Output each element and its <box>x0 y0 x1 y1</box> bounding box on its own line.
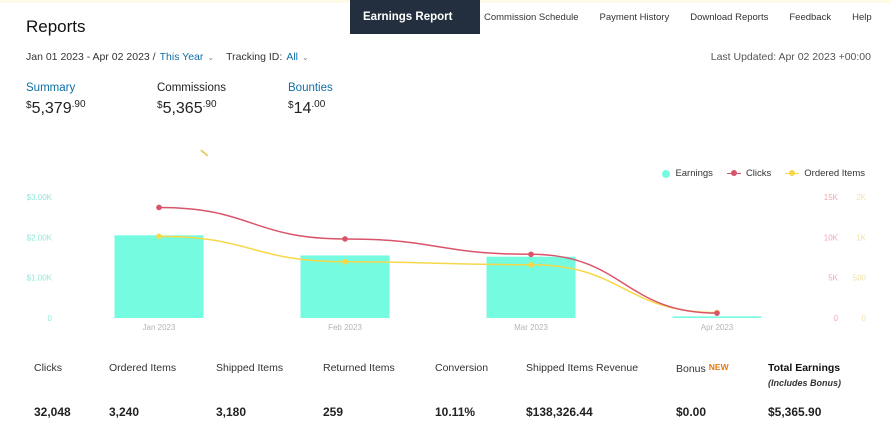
clicks-point <box>342 236 348 242</box>
legend-ordered-items[interactable]: Ordered Items <box>785 168 865 179</box>
value-clicks: 32,048 <box>34 405 71 419</box>
earnings-bar <box>300 255 390 318</box>
earnings-dot-icon <box>662 169 671 178</box>
y-left-tick-label: 0 <box>48 314 53 323</box>
col-bonus: Bonus NEW <box>676 362 729 375</box>
y-right-clicks-tick-label: 15K <box>824 193 839 202</box>
last-updated: Last Updated: Apr 02 2023 +00:00 <box>710 51 871 63</box>
ordered-line-icon <box>785 170 800 176</box>
period-dropdown[interactable]: This Year <box>159 51 204 63</box>
y-left-tick-label: $3.00K <box>27 193 53 202</box>
commissions-label: Commissions <box>157 82 227 94</box>
earnings-bar <box>114 235 204 318</box>
y-right-clicks-tick-label: 10K <box>824 233 839 242</box>
legend-earnings[interactable]: Earnings <box>662 168 713 179</box>
nav-help[interactable]: Help <box>852 11 872 23</box>
legend-clicks[interactable]: Clicks <box>726 168 771 179</box>
value-returned-items: 259 <box>323 405 344 419</box>
decorative-mark <box>200 149 209 157</box>
ordered-items-point <box>156 233 162 240</box>
value-total-earnings: $5,365.90 <box>768 405 822 419</box>
y-right-items-tick-label: 500 <box>853 274 867 283</box>
report-nav: Earnings Report Commission Schedule Paym… <box>350 0 889 34</box>
bounties-link[interactable]: Bounties <box>288 82 333 94</box>
col-ordered-items: Ordered Items <box>109 362 177 374</box>
value-shipped-revenue: $138,326.44 <box>526 405 593 419</box>
commissions-stat: Commissions $5,365.90 <box>157 82 226 118</box>
total-subtitle: (Includes Bonus) <box>768 378 842 388</box>
chevron-down-icon[interactable]: ⌄ <box>207 52 215 62</box>
nav-commission-schedule[interactable]: Commission Schedule <box>484 11 579 23</box>
metrics-table: Clicks Ordered Items Shipped Items Retur… <box>0 362 891 432</box>
ordered-items-point <box>342 258 348 265</box>
clicks-point <box>156 204 162 211</box>
col-shipped-items: Shipped Items <box>216 362 284 374</box>
earnings-chart: $3.00K $2.00K $1.00K 0 15K 10K 5K 0 2K 1K 500 0 Jan … <box>27 193 867 332</box>
summary-link[interactable]: Summary <box>26 82 76 94</box>
value-shipped-items: 3,180 <box>216 405 247 419</box>
x-tick-label: Feb 2023 <box>328 323 362 332</box>
bounties-stat: Bounties $14.00 <box>288 82 333 118</box>
commissions-value: $5,365.90 <box>157 99 217 117</box>
new-badge: NEW <box>708 362 729 372</box>
y-right-clicks-tick-label: 5K <box>828 274 838 283</box>
x-tick-label: Mar 2023 <box>514 323 548 332</box>
date-range: Jan 01 2023 - Apr 02 2023 / <box>26 51 156 63</box>
y-left-tick-label: $2.00K <box>27 233 53 242</box>
value-conversion: 10.11% <box>435 405 476 419</box>
x-tick-label: Jan 2023 <box>143 323 176 332</box>
filter-row: Jan 01 2023 - Apr 02 2023 / This Year ⌄ … <box>26 51 309 63</box>
page-title: Reports <box>26 17 86 36</box>
summary-value: $5,379.90 <box>26 99 86 117</box>
y-right-items-tick-label: 1K <box>856 233 866 242</box>
y-left-tick-label: $1.00K <box>27 274 53 283</box>
tracking-id-dropdown[interactable]: All <box>286 51 298 63</box>
value-bonus: $0.00 <box>676 405 707 419</box>
chevron-down-icon[interactable]: ⌄ <box>301 52 309 62</box>
col-total-earnings: Total Earnings (Includes Bonus) <box>768 362 842 388</box>
value-ordered-items: 3,240 <box>109 405 140 419</box>
ordered-items-line <box>158 235 718 314</box>
col-conversion: Conversion <box>435 362 489 374</box>
col-returned-items: Returned Items <box>323 362 395 374</box>
summary-stat: Summary $5,379.90 <box>26 82 86 118</box>
tab-earnings-report[interactable]: Earnings Report <box>350 0 480 34</box>
x-tick-label: Apr 2023 <box>701 323 734 332</box>
nav-feedback[interactable]: Feedback <box>789 11 832 23</box>
chart-legend: Earnings Clicks Ordered Items <box>648 168 865 179</box>
bounties-value: $14.00 <box>288 99 326 117</box>
y-right-items-tick-label: 2K <box>856 193 866 202</box>
col-clicks: Clicks <box>34 362 62 374</box>
y-right-items-tick-label: 0 <box>862 314 867 323</box>
tracking-id-label: Tracking ID: <box>226 51 283 63</box>
nav-download-reports[interactable]: Download Reports <box>690 11 769 23</box>
nav-payment-history[interactable]: Payment History <box>599 11 670 23</box>
clicks-line <box>158 206 718 314</box>
earnings-bar <box>672 316 762 318</box>
y-right-clicks-tick-label: 0 <box>834 314 839 323</box>
clicks-point <box>528 251 534 258</box>
col-shipped-revenue: Shipped Items Revenue <box>526 362 639 374</box>
clicks-point <box>714 310 720 316</box>
clicks-line-icon <box>726 170 741 176</box>
ordered-items-point <box>528 261 534 268</box>
